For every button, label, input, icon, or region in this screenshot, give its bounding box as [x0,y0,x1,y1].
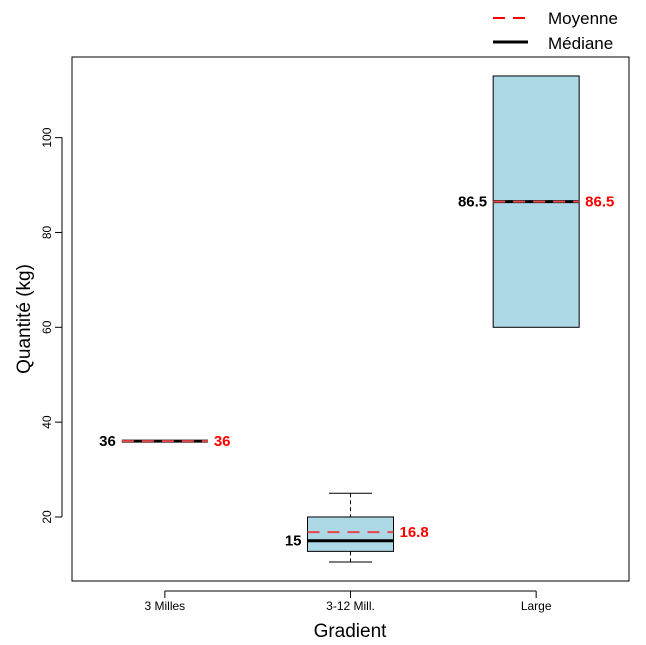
y-axis: 20 40 60 80 100 [40,127,63,524]
box-body [307,516,394,552]
y-tick-label: 80 [40,225,54,239]
x-tick-label: Large [521,599,552,613]
mean-value-label: 16.8 [400,524,429,541]
mean-value-label: 86.5 [585,194,614,211]
y-tick-label: 40 [40,415,54,429]
boxes: 36 36 15 16.8 86.5 86.5 [99,75,614,563]
box-group: 15 16.8 [285,492,429,563]
legend-mean-label: Moyenne [548,9,618,28]
legend-median-label: Médiane [548,34,613,53]
x-tick-label: 3-12 Mill. [326,599,375,613]
legend: Moyenne Médiane [493,9,618,53]
box-group: 36 36 [99,433,230,450]
y-tick-label: 20 [40,510,54,524]
y-tick-label: 100 [40,127,54,147]
mean-value-label: 36 [214,433,231,450]
median-value-label: 15 [285,533,302,550]
x-axis-title: Gradient [314,621,388,642]
y-tick-label: 60 [40,320,54,334]
median-value-label: 86.5 [458,194,487,211]
x-tick-label: 3 Milles [144,599,185,613]
y-axis-title: Quantité (kg) [14,264,35,374]
x-axis: 3 Milles 3-12 Mill. Large [144,590,552,613]
plot-frame [71,56,630,582]
box-group: 86.5 86.5 [458,75,614,328]
median-value-label: 36 [99,433,116,450]
